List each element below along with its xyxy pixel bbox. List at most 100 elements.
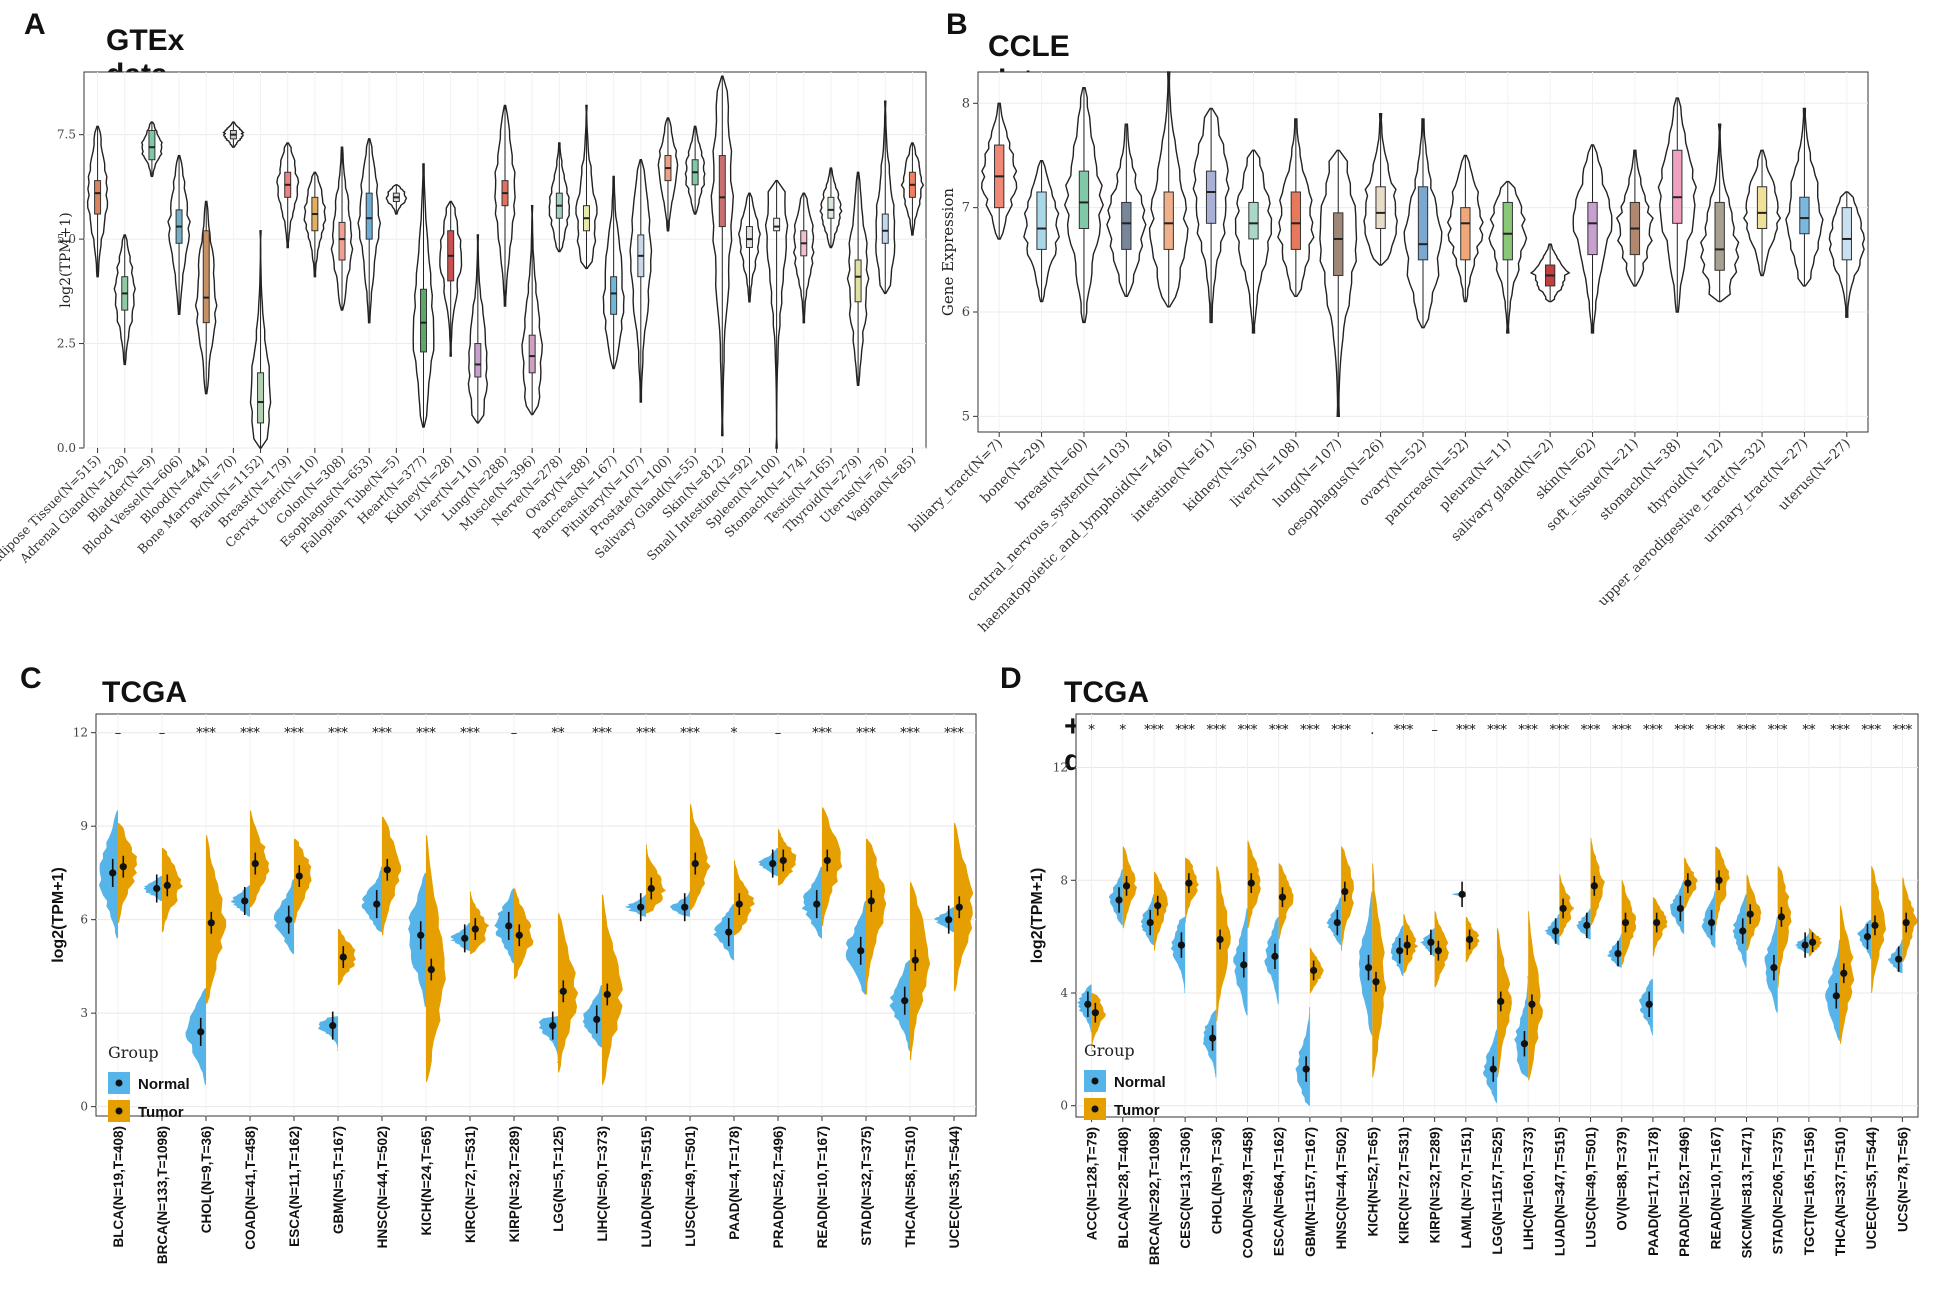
violin — [1700, 123, 1740, 303]
x-tick-label: PRAD(N=52,T=496) — [771, 1126, 786, 1248]
violin — [575, 104, 598, 270]
x-tick-label: PRAD(N=152,T=496) — [1677, 1127, 1692, 1257]
significance-label: *** — [856, 726, 876, 741]
normal-violin — [185, 988, 206, 1085]
violin — [548, 142, 571, 253]
legend-label: Normal — [138, 1076, 190, 1093]
tumor-point — [1746, 910, 1754, 918]
tumor-point — [1715, 876, 1723, 884]
box — [1290, 191, 1302, 250]
violin — [792, 192, 815, 324]
violin — [222, 121, 245, 148]
significance-label: *** — [1581, 723, 1601, 738]
significance-label: *** — [460, 726, 480, 741]
x-tick-label: HNSC(N=44,T=502) — [1334, 1127, 1349, 1249]
tumor-violin — [602, 894, 623, 1085]
tumor-point — [779, 856, 787, 865]
box — [1333, 212, 1344, 276]
violin — [521, 205, 544, 416]
significance-label: * — [731, 726, 738, 741]
x-tick-label: LUAD(N=59,T=515) — [639, 1126, 654, 1248]
x-tick-label: SKCM(N=813,T=471) — [1739, 1127, 1754, 1258]
normal-point — [1552, 927, 1560, 935]
significance-label: *** — [1144, 723, 1164, 738]
normal-point — [1177, 941, 1186, 949]
tumor-violin — [1434, 911, 1449, 988]
x-tick-label: KIRP(N=32,T=289) — [1428, 1127, 1443, 1243]
tumor-point — [1528, 1000, 1536, 1008]
significance-label: *** — [1768, 723, 1788, 738]
significance-label: * — [1088, 723, 1095, 738]
violin — [1277, 118, 1315, 297]
normal-point — [1739, 927, 1747, 935]
significance-label: *** — [1830, 723, 1850, 738]
x-tick-label: KIRC(N=72,T=531) — [463, 1126, 478, 1243]
tumor-violin — [734, 860, 755, 936]
tumor-point — [1590, 882, 1598, 890]
significance-label: *** — [1175, 723, 1195, 738]
x-tick-label: ACC(N=128,T=79) — [1085, 1127, 1100, 1240]
tumor-point — [1278, 893, 1287, 901]
significance-label: *** — [1706, 723, 1726, 738]
y-axis-label: log2(TPM+1) — [50, 867, 67, 963]
box — [854, 259, 862, 303]
significance-label: *** — [592, 726, 612, 741]
normal-point — [1146, 918, 1154, 927]
tumor-point — [867, 897, 875, 905]
violin — [1572, 144, 1613, 334]
y-tick-label: 6 — [80, 913, 88, 927]
violin — [764, 179, 789, 449]
tumor-point — [1621, 918, 1630, 927]
box — [1841, 207, 1852, 261]
normal-point — [373, 900, 381, 908]
x-tick-label: THCA(N=337,T=510) — [1833, 1127, 1848, 1256]
normal-point — [241, 897, 249, 905]
tcga-chart: 0 3 6 9 12 log2(TPM+1) – BLCA(N=19,T=408) – BRCA(… — [50, 713, 977, 1264]
violin — [602, 175, 625, 370]
tumor-point — [911, 956, 919, 964]
tumor-point — [1185, 879, 1193, 887]
normal-point — [1832, 992, 1840, 1000]
x-tick-label: kidney(N=36) — [1181, 436, 1260, 515]
violin — [1615, 149, 1654, 287]
tumor-violin — [954, 823, 974, 992]
significance-label: *** — [1394, 723, 1414, 738]
box — [1375, 186, 1386, 230]
x-tick-label: Adrenal Gland(N=128) — [16, 452, 131, 567]
violin — [875, 100, 896, 295]
y-axis-label: Gene Expression — [939, 188, 957, 316]
significance-label: – — [159, 726, 166, 741]
normal-violin — [801, 866, 822, 939]
tumor-violin — [1341, 846, 1354, 951]
box — [1799, 196, 1810, 235]
tumor-violin — [778, 829, 797, 886]
x-tick-label: ESCA(N=664,T=162) — [1272, 1127, 1287, 1256]
y-tick-label: 12 — [1053, 761, 1068, 775]
x-tick-label: STAD(N=206,T=375) — [1771, 1127, 1786, 1254]
violin — [86, 125, 109, 278]
legend-marker — [1091, 1105, 1099, 1113]
box — [773, 217, 781, 232]
tumor-point — [735, 900, 743, 908]
normal-violin — [1233, 908, 1248, 1016]
violin — [1785, 107, 1824, 287]
normal-point — [1645, 1000, 1653, 1008]
normal-point — [461, 934, 469, 942]
tumor-point — [1808, 938, 1817, 946]
significance-label: *** — [240, 726, 260, 741]
normal-point — [505, 922, 513, 930]
tumor-point — [207, 919, 215, 927]
legend: Group Normal Tumor — [108, 1043, 190, 1122]
y-axis-label: log2(TPM+1) — [1029, 868, 1046, 964]
box — [718, 155, 726, 228]
x-tick-label: STAD(N=32,T=375) — [859, 1126, 874, 1246]
y-tick-label: 3 — [80, 1006, 88, 1020]
box — [94, 180, 102, 215]
tumor-violin — [1497, 928, 1512, 1078]
violin — [303, 171, 327, 278]
tumor-point — [1154, 902, 1162, 910]
tumor-violin — [690, 804, 711, 911]
x-tick-label: LUSC(N=49,T=501) — [683, 1126, 698, 1247]
